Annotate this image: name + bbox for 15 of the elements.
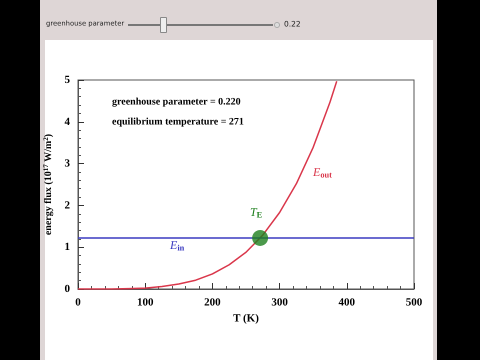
x-tick-label: 100 [136, 296, 154, 308]
x-tick-label: 500 [406, 296, 423, 308]
y-tick-label: 2 [64, 199, 70, 212]
y-tick-label: 4 [64, 116, 70, 128]
x-tick-label: 300 [271, 296, 288, 308]
x-tick-label: 400 [338, 296, 356, 308]
y-tick-label: 0 [64, 283, 70, 295]
annotation: greenhouse parameter = 0.220 [112, 96, 241, 108]
x-axis-title: T (K) [233, 312, 260, 324]
y-tick-label: 1 [64, 241, 70, 254]
y-tick-label: 3 [64, 158, 70, 170]
x-tick-label: 200 [204, 296, 222, 308]
annotation: equilibrium temperature = 271 [112, 116, 244, 128]
y-tick-label: 5 [64, 74, 70, 86]
x-tick-label: 0 [75, 296, 82, 308]
